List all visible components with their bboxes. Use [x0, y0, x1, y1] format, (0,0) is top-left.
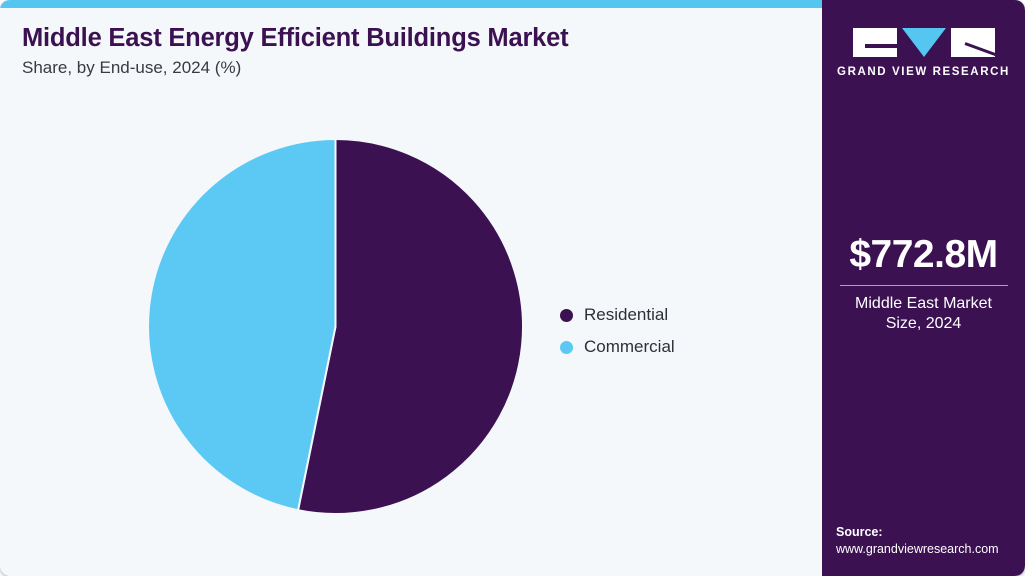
logo-marks: [822, 28, 1025, 58]
market-size-stat: $772.8M Middle East Market Size, 2024: [822, 233, 1025, 335]
source-url[interactable]: www.grandviewresearch.com: [836, 541, 999, 556]
stat-caption: Middle East Market Size, 2024: [822, 294, 1025, 335]
stat-value: $772.8M: [849, 233, 998, 276]
brand-logo: GRAND VIEW RESEARCH: [822, 28, 1025, 78]
source-label: Source:: [836, 525, 883, 539]
logo-g-icon: [852, 28, 897, 57]
stat-caption-line-2: Size, 2024: [885, 315, 962, 333]
legend-swatch-icon: [560, 340, 573, 354]
legend-item-label: Commercial: [584, 337, 675, 356]
logo-v-icon: [901, 28, 946, 57]
pie-slice-residential[interactable]: [296, 139, 523, 514]
chart-legend: Residential Commercial: [560, 299, 675, 363]
legend-swatch-icon: [560, 308, 573, 322]
page-subtitle: Share, by End-use, 2024 (%): [22, 58, 242, 78]
stat-divider: [839, 284, 1008, 286]
legend-item-commercial[interactable]: Commercial: [560, 331, 675, 363]
source-block: Source: www.grandviewresearch.com: [836, 524, 1025, 558]
pie-chart-svg: [148, 139, 523, 514]
page-title: Middle East Energy Efficient Buildings M…: [22, 24, 569, 52]
stat-caption-line-1: Middle East Market: [855, 294, 992, 312]
legend-item-label: Residential: [584, 305, 669, 324]
logo-wordmark: GRAND VIEW RESEARCH: [837, 66, 1010, 78]
logo-r-icon: [950, 28, 995, 57]
pie-slice-commercial[interactable]: [148, 139, 337, 512]
header: Middle East Energy Efficient Buildings M…: [22, 24, 802, 78]
top-accent-bar: [0, 0, 1025, 8]
pie-chart: [148, 139, 523, 514]
pie-slice-group: [148, 139, 523, 514]
side-panel: GRAND VIEW RESEARCH $772.8M Middle East …: [822, 0, 1025, 576]
legend-item-residential[interactable]: Residential: [560, 299, 675, 331]
